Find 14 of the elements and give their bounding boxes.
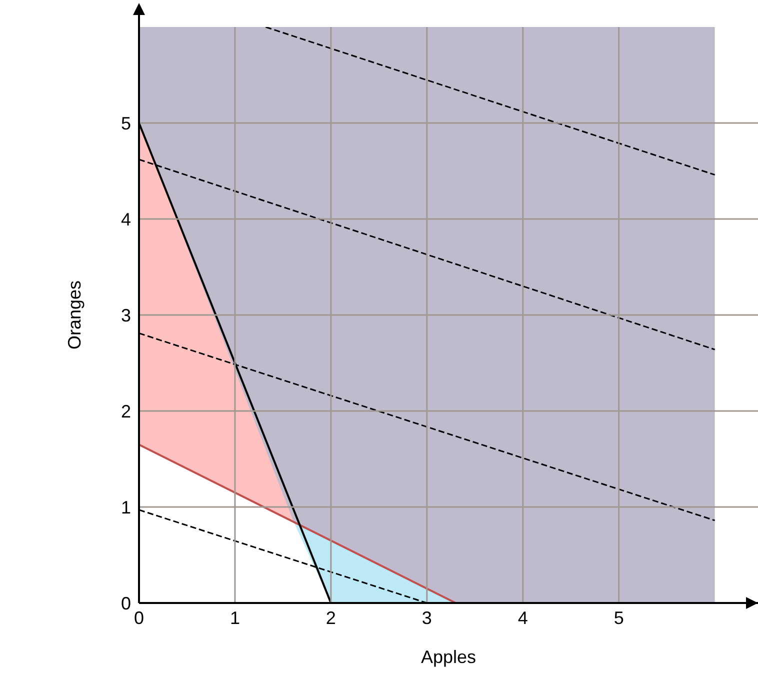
y-tick-label: 1 xyxy=(120,497,131,518)
x-tick-label: 1 xyxy=(230,608,240,628)
x-tick-label: 3 xyxy=(422,608,432,628)
x-tick-label: 5 xyxy=(614,608,624,628)
y-tick-label: 2 xyxy=(120,401,131,422)
y-tick-label: 3 xyxy=(120,305,131,326)
x-tick-label: 0 xyxy=(134,608,144,628)
x-axis-title: Apples xyxy=(420,647,476,667)
x-tick-label: 2 xyxy=(326,608,336,628)
x-tick-label: 4 xyxy=(518,608,528,628)
y-axis-title: Oranges xyxy=(64,280,84,350)
y-tick-label: 4 xyxy=(120,209,131,230)
y-tick-label: 0 xyxy=(120,593,131,614)
y-tick-label: 5 xyxy=(120,113,131,134)
